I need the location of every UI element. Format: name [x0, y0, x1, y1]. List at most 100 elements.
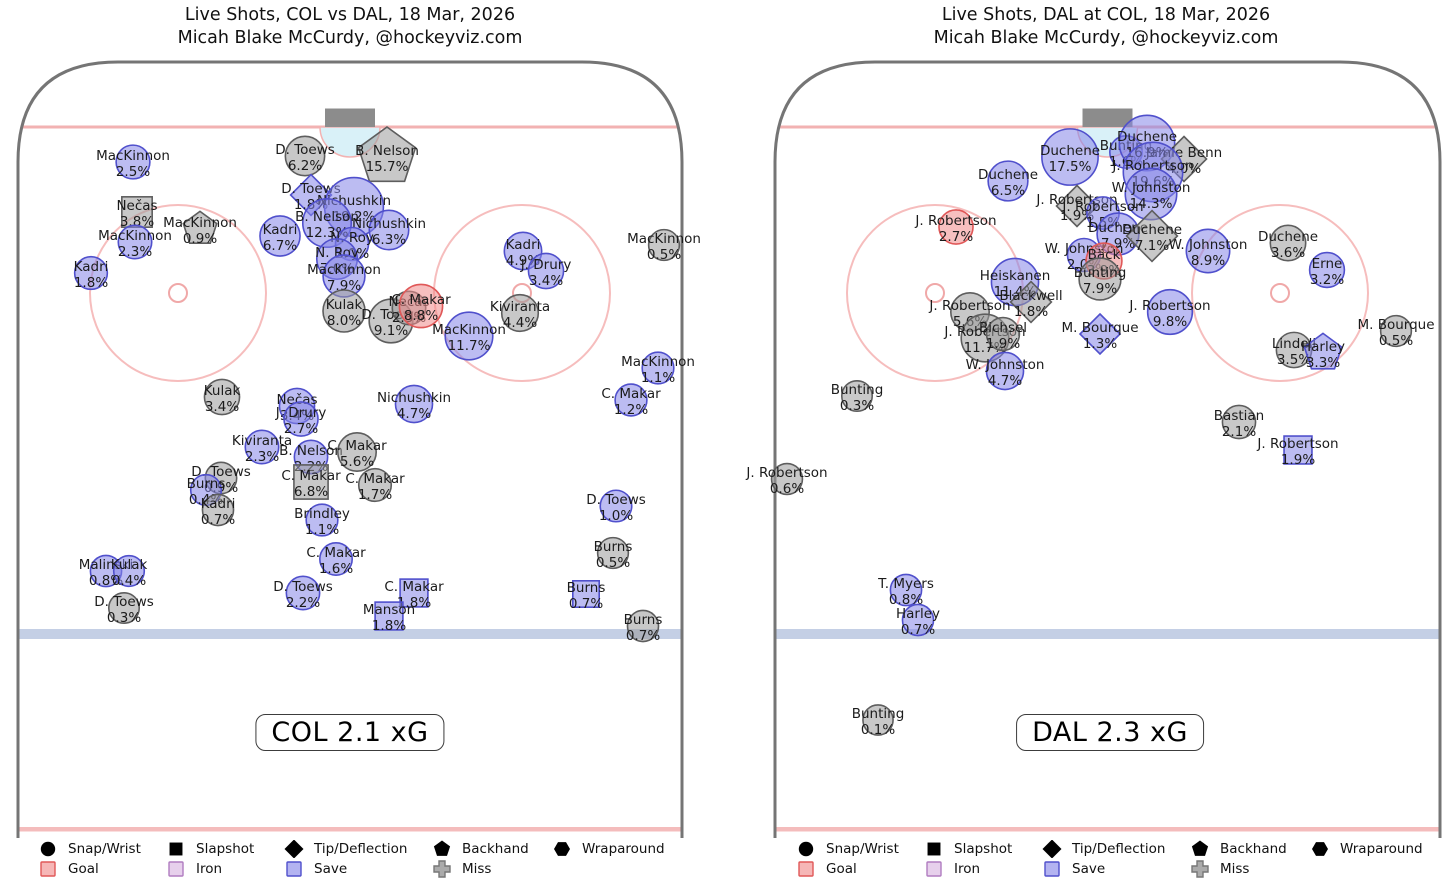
shot-xg-label: 1.0%	[599, 508, 633, 524]
shot-xg-label: 2.1%	[1222, 424, 1256, 440]
legend-shot-type-circle: Snap/Wrist	[796, 839, 924, 858]
shot-player-label: Duchene	[1122, 222, 1182, 238]
shot-xg-label: 1.6%	[319, 561, 353, 577]
shot-player-label: J. Drury	[520, 257, 572, 273]
shot-shape-circle	[985, 316, 1021, 352]
left-title-line2: Micah Blake McCurdy, @hockeyviz.com	[177, 28, 523, 49]
net	[325, 108, 375, 127]
shot-player-label: Kadri	[263, 222, 298, 238]
shot-xg-label: 7.9%	[327, 278, 361, 294]
shot-player-label: J. Drury	[275, 405, 327, 421]
legend-label: Save	[314, 860, 348, 877]
legend-label: Save	[1072, 860, 1106, 877]
shot-xg-label: 7.1%	[1135, 238, 1169, 254]
legend-shot-type-pentagon: Backhand	[432, 839, 552, 858]
shot-player-label: MacKinnon	[621, 354, 695, 370]
shot-xg-label: 15.7%	[366, 159, 409, 175]
shot-xg-label: 1.9%	[1281, 452, 1315, 468]
shot-xg-label: 6.2%	[288, 158, 322, 174]
save-legend-icon	[1044, 860, 1060, 877]
shot-shape-circle	[368, 209, 410, 251]
shot-player-label: J. Robertson	[928, 298, 1010, 314]
legend-outcome-miss: Miss	[432, 859, 552, 878]
shot-player-label: MacKinnon	[96, 148, 170, 164]
legend-label: Backhand	[1220, 840, 1287, 857]
shot-xg-label: 0.3%	[840, 398, 874, 414]
shot-shape-square	[399, 578, 429, 608]
shot-player-label: J. Robertson	[1061, 199, 1143, 215]
legend-shot-type-pentagon: Backhand	[1190, 839, 1310, 858]
shot-player-label: Manson	[363, 602, 415, 618]
shot-xg-label: 0.7%	[901, 622, 935, 638]
shot-shape-circle	[203, 378, 241, 416]
shot-player-label: W. Johnston	[1169, 237, 1248, 253]
shot-player-label: Kadri	[201, 496, 236, 512]
legend-shot-type-hexagon: Wraparound	[1310, 839, 1430, 858]
shot-player-label: Burns	[187, 476, 226, 492]
shot-shape-circle	[112, 554, 146, 588]
shot-player-label: Bastian	[1214, 408, 1264, 424]
shot-shape-circle	[840, 379, 874, 413]
shot-player-label: Kulak	[204, 383, 241, 399]
shot-player-label: MacKinnon	[627, 231, 701, 247]
shot-xg-label: 0.5%	[647, 247, 681, 263]
shot-xg-label: 6.3%	[372, 232, 406, 248]
shot-player-label: Harley	[896, 606, 940, 622]
left-title-line1: Live Shots, COL vs DAL, 18 Mar, 2026	[184, 5, 516, 25]
shot-shape-circle	[117, 224, 153, 260]
shot-player-label: D. Toews	[586, 492, 646, 508]
shot-shape-circle	[283, 401, 319, 437]
shot-player-label: Kiviranta	[232, 433, 292, 449]
shot-xg-label: 9.8%	[1153, 314, 1187, 330]
legend-label: Backhand	[462, 840, 529, 857]
shot-xg-label: 4.7%	[988, 373, 1022, 389]
shot-xg-label: 1.8%	[74, 275, 108, 291]
circle-legend-icon	[798, 841, 814, 856]
shot-player-label: Kadri	[506, 237, 541, 253]
shot-shape-circle	[614, 383, 648, 417]
shot-xg-label: 0.6%	[770, 481, 804, 497]
shot-xg-label: 0.1%	[861, 722, 895, 738]
shot-shape-circle	[985, 351, 1025, 391]
shot-player-label: T. Myers	[877, 576, 934, 592]
shot-xg-label: 0.5%	[596, 555, 630, 571]
legend-shot-type-diamond: Tip/Deflection	[1042, 839, 1190, 858]
shot-player-label: D. Toews	[273, 579, 333, 595]
shot-player-label: Burns	[624, 612, 663, 628]
shot-xg-label: 3.5%	[1277, 352, 1311, 368]
miss-legend-icon	[1191, 859, 1209, 878]
pentagon-legend-icon	[433, 840, 451, 856]
left-chart-title: Live Shots, COL vs DAL, 18 Mar, 2026 Mic…	[0, 4, 700, 50]
shot-shape-diamond	[1009, 280, 1053, 324]
shot-xg-label: 1.9%	[1060, 208, 1094, 224]
shot-player-label: M. Bourque	[1357, 317, 1434, 333]
shot-shape-diamond	[1078, 312, 1122, 356]
left-xg-badge: COL 2.1 xG	[255, 714, 445, 751]
shot-shape-pentagon	[1303, 332, 1343, 370]
legend-left: Snap/Wrist Slapshot Tip/Deflection Backhand…	[38, 839, 672, 878]
shot-xg-label: 0.7%	[201, 512, 235, 528]
shot-xg-label: 6.7%	[263, 238, 297, 254]
shot-xg-label: 0.3%	[107, 610, 141, 626]
shot-player-label: B. Nelson	[295, 209, 359, 225]
shot-shape-circle	[1078, 257, 1122, 301]
shot-xg-label: 2.7%	[939, 229, 973, 245]
shot-xg-label: 4.4%	[503, 315, 537, 331]
hexagon-legend-icon	[1312, 841, 1328, 856]
shot-shape-circle	[596, 536, 630, 570]
